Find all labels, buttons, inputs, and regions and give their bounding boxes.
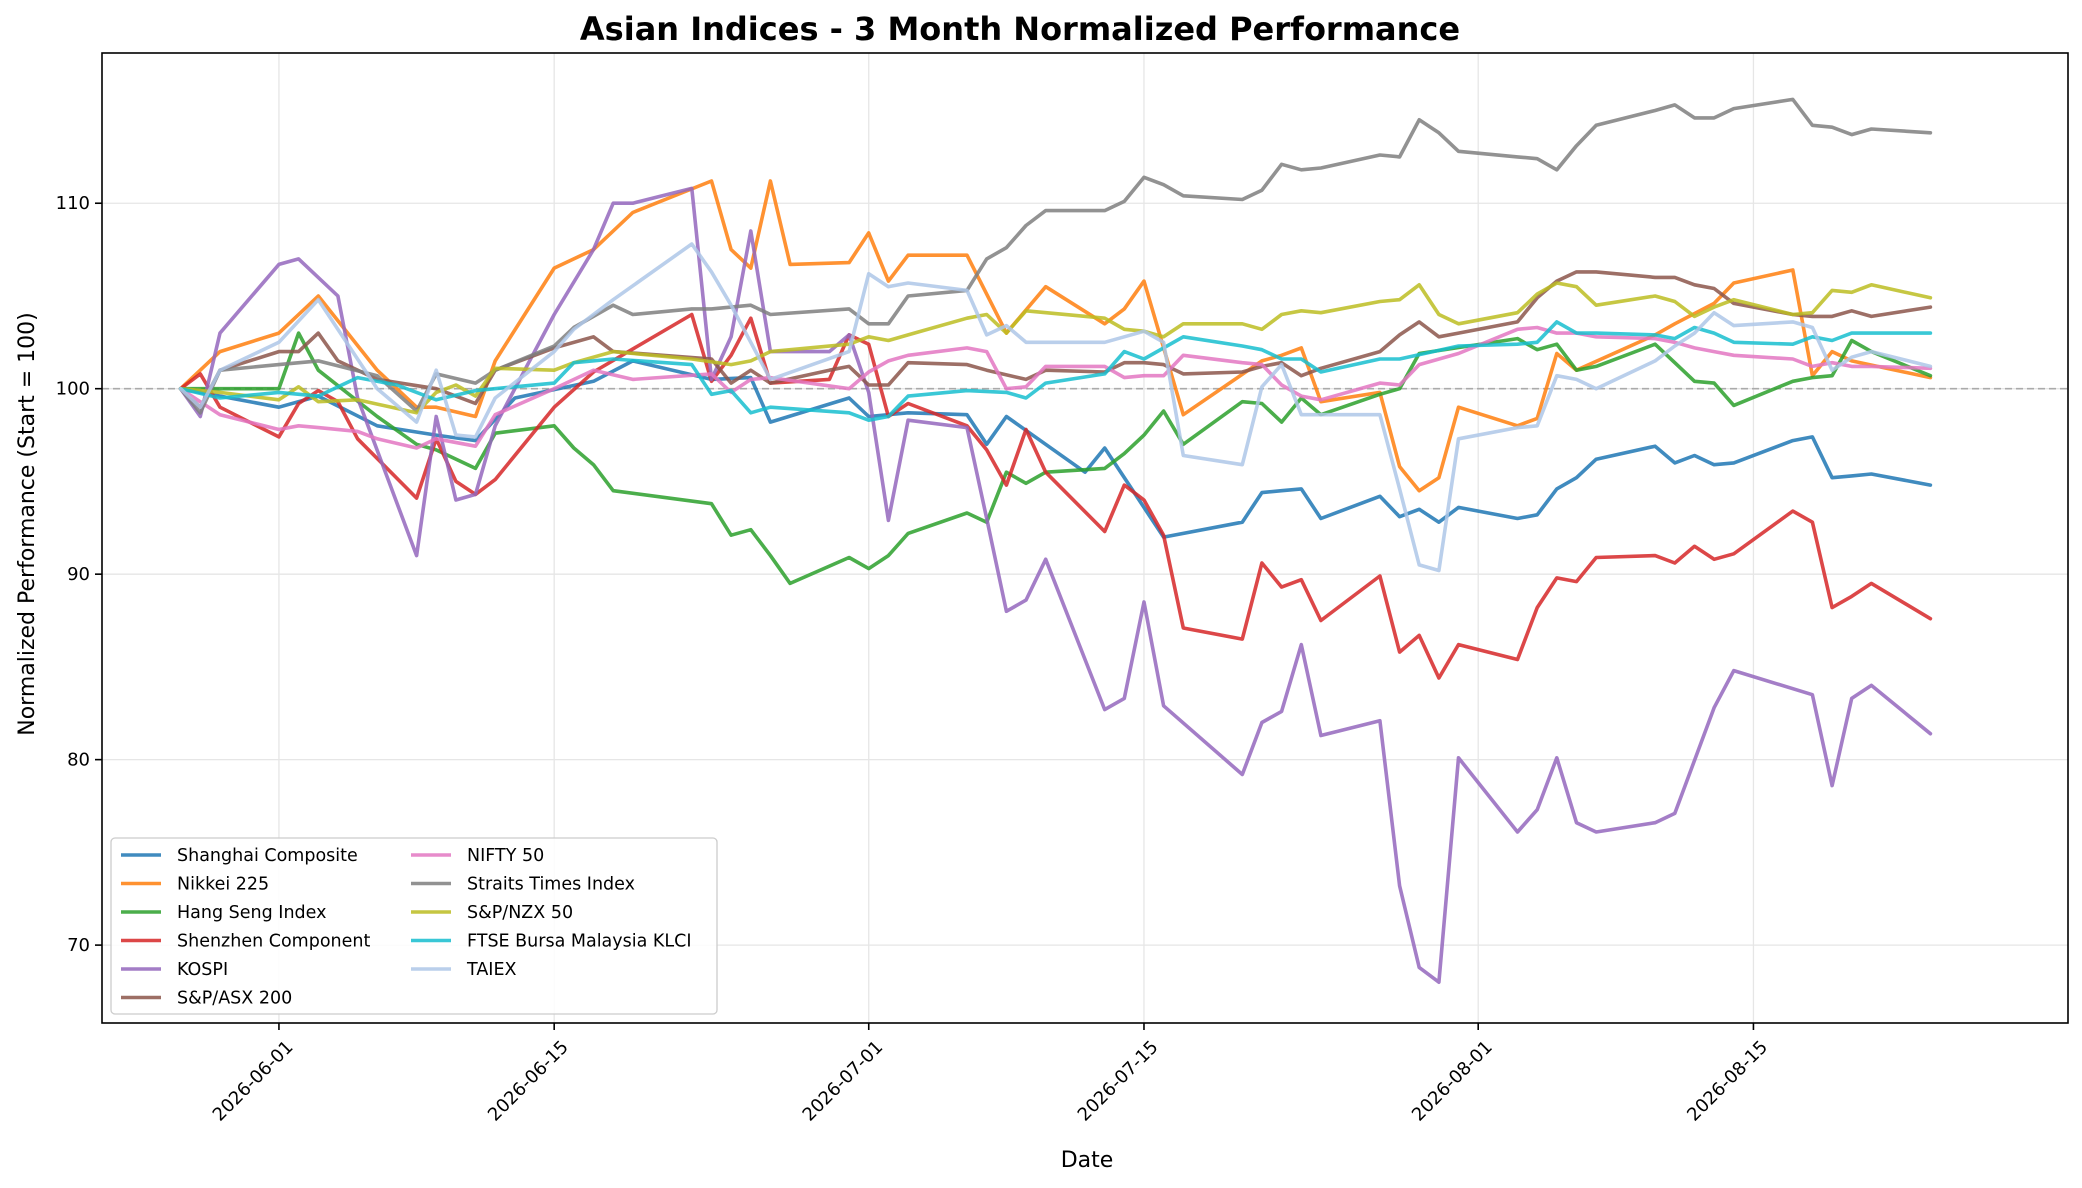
series-line-nifty-50 <box>178 325 1933 450</box>
legend-label: Shenzhen Component <box>177 932 370 952</box>
y-tick-label: 100 <box>56 379 90 400</box>
chart-title: Asian Indices - 3 Month Normalized Perfo… <box>580 10 1460 48</box>
series-line-ftse-bursa-malaysia-klci <box>178 320 1933 423</box>
x-axis-ticks: 2026-06-01 2026-06-15 2026-07-01 2026-07-15… <box>209 1023 1772 1126</box>
legend-label: FTSE Bursa Malaysia KLCI <box>467 932 692 952</box>
x-tick-label: 2026-06-15 <box>484 1037 573 1126</box>
legend-label: TAIEX <box>466 960 517 980</box>
legend: Shanghai Composite Nikkei 225 Hang Seng In… <box>110 837 718 1015</box>
x-tick-label: 2026-06-01 <box>209 1037 298 1126</box>
series-line-kospi <box>178 186 1933 985</box>
series-line-taiex <box>178 242 1933 573</box>
legend-label: Shanghai Composite <box>177 846 358 866</box>
legend-label: NIFTY 50 <box>467 846 544 866</box>
y-tick-label: 70 <box>67 935 90 956</box>
x-tick-label: 2026-07-01 <box>799 1037 888 1126</box>
y-tick-label: 110 <box>56 193 90 214</box>
legend-label: S&P/ASX 200 <box>177 989 292 1009</box>
series-line-s-p-asx-200 <box>178 270 1933 410</box>
series-line-straits-times-index <box>178 97 1933 415</box>
x-tick-label: 2026-07-15 <box>1074 1037 1163 1126</box>
y-tick-label: 90 <box>67 564 90 585</box>
legend-label: KOSPI <box>177 960 228 980</box>
y-axis-label: Normalized Performance (Start = 100) <box>15 312 40 735</box>
series-line-nikkei-225 <box>178 179 1933 493</box>
legend-label: Straits Times Index <box>467 875 635 895</box>
x-tick-label: 2026-08-01 <box>1408 1037 1497 1126</box>
series-line-hang-seng-index <box>178 331 1933 586</box>
x-tick-label: 2026-08-15 <box>1683 1037 1772 1126</box>
y-axis-ticks: 70 80 90 100 110 <box>56 193 102 956</box>
x-axis-label: Date <box>1061 1148 1114 1173</box>
series-lines <box>178 97 1933 985</box>
series-line-shanghai-composite <box>178 359 1933 539</box>
legend-label: Hang Seng Index <box>177 903 326 923</box>
y-tick-label: 80 <box>67 750 90 771</box>
legend-box <box>110 837 718 1015</box>
plot-frame <box>101 52 2069 1024</box>
series-line-shenzhen-component <box>178 312 1933 680</box>
legend-label: Nikkei 225 <box>177 875 269 895</box>
legend-label: S&P/NZX 50 <box>467 903 573 923</box>
